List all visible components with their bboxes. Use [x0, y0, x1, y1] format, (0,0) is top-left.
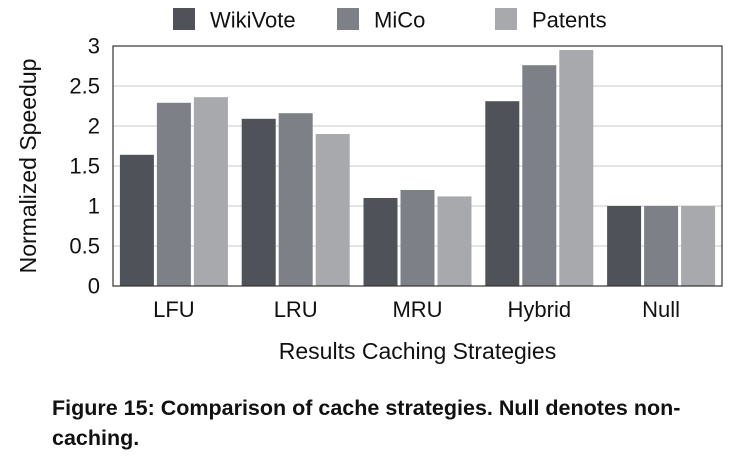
y-tick-label: 0 [88, 274, 100, 299]
y-tick-label: 1.5 [69, 154, 100, 179]
x-tick-label: Hybrid [508, 297, 572, 322]
figure-caption: Figure 15: Comparison of cache strategie… [52, 396, 681, 450]
bar-wikivote-lfu [119, 154, 154, 286]
bar-mico-mru [400, 190, 435, 286]
x-tick-label: MRU [392, 297, 442, 322]
bar-mico-null [644, 206, 679, 286]
y-tick-label: 2 [88, 114, 100, 139]
x-tick-label: LFU [153, 297, 195, 322]
bars [119, 50, 716, 286]
bar-wikivote-lru [241, 118, 276, 286]
bar-patents-lfu [193, 97, 228, 286]
y-axis-label: Normalized Speedup [15, 59, 41, 274]
legend-swatch [337, 8, 359, 30]
bar-wikivote-hybrid [485, 101, 520, 286]
y-tick-label: 3 [88, 34, 100, 59]
legend-swatch [173, 8, 195, 30]
legend: WikiVote MiCo Patents [173, 8, 607, 33]
bar-chart: 0 0.5 1 1.5 2 2.5 3 LFU LRU MRU Hybrid Null WikiVo… [15, 8, 723, 364]
legend-label: Patents [532, 8, 607, 33]
bar-patents-null [681, 206, 716, 286]
x-tick-label: Null [642, 297, 680, 322]
x-tick-label: LRU [274, 297, 318, 322]
bar-patents-lru [315, 134, 350, 286]
bar-patents-mru [437, 196, 472, 286]
legend-swatch [495, 8, 517, 30]
bar-mico-hybrid [522, 65, 557, 286]
x-axis-label: Results Caching Strategies [279, 338, 556, 364]
bar-mico-lru [278, 113, 313, 286]
y-tick-labels: 0 0.5 1 1.5 2 2.5 3 [69, 34, 100, 299]
legend-label: WikiVote [210, 8, 296, 33]
plot-frame [112, 45, 723, 287]
y-tick-label: 2.5 [69, 74, 100, 99]
y-tick-label: 0.5 [69, 234, 100, 259]
x-tick-labels: LFU LRU MRU Hybrid Null [153, 297, 680, 322]
bar-wikivote-null [607, 206, 642, 286]
bar-mico-lfu [156, 102, 191, 286]
y-tick-label: 1 [88, 194, 100, 219]
legend-label: MiCo [374, 8, 425, 33]
bar-wikivote-mru [363, 198, 398, 286]
bar-patents-hybrid [559, 50, 594, 286]
